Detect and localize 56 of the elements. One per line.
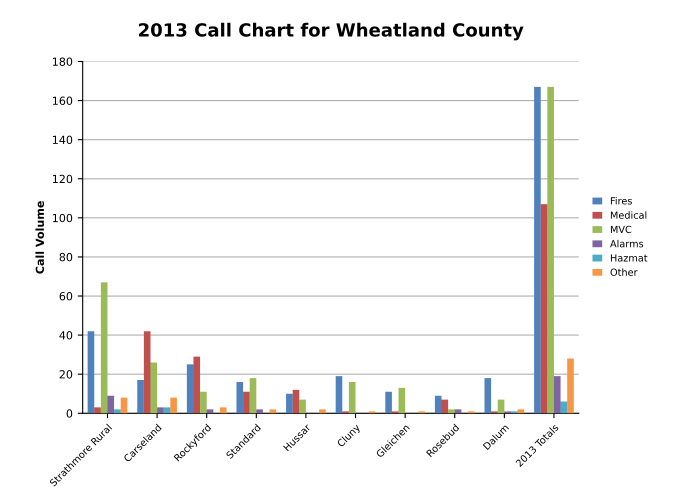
y-tick-label: 180 bbox=[52, 57, 72, 66]
bar bbox=[170, 398, 177, 414]
bar bbox=[193, 356, 200, 414]
y-tick-label: 160 bbox=[52, 96, 72, 105]
legend-label: Medical bbox=[610, 211, 646, 219]
bar bbox=[236, 382, 244, 414]
bar bbox=[319, 409, 326, 414]
bar bbox=[220, 407, 227, 414]
bar bbox=[554, 376, 561, 414]
legend-label: Alarms bbox=[610, 240, 644, 248]
bar bbox=[137, 380, 144, 414]
bar bbox=[200, 392, 207, 414]
legend-label: Fires bbox=[610, 197, 632, 205]
bar bbox=[243, 392, 250, 414]
bar bbox=[398, 388, 406, 414]
bar bbox=[385, 392, 392, 414]
bar bbox=[442, 400, 448, 414]
bar bbox=[164, 407, 170, 414]
bar bbox=[100, 282, 108, 414]
y-tick-label: 20 bbox=[60, 370, 72, 379]
legend-label: MVC bbox=[610, 226, 632, 234]
bar bbox=[250, 378, 256, 414]
legend-label: Other bbox=[610, 268, 638, 276]
y-tick-label: 140 bbox=[52, 136, 72, 144]
y-tick-label: 40 bbox=[59, 331, 72, 340]
bar bbox=[120, 398, 128, 414]
bar bbox=[107, 396, 114, 414]
bar bbox=[157, 407, 164, 414]
bar bbox=[150, 362, 158, 414]
bar bbox=[454, 409, 462, 414]
bar bbox=[94, 407, 101, 414]
bar bbox=[560, 402, 568, 414]
bar bbox=[498, 400, 504, 414]
y-tick-label: 60 bbox=[60, 292, 72, 300]
bar bbox=[540, 204, 548, 414]
bar bbox=[88, 331, 94, 414]
y-axis-title: Call Volume bbox=[35, 201, 44, 274]
bar bbox=[534, 86, 541, 414]
y-tick-label: 100 bbox=[52, 214, 72, 222]
bar bbox=[286, 394, 293, 414]
y-tick-label: 0 bbox=[66, 409, 72, 418]
bar bbox=[547, 86, 554, 414]
bar bbox=[434, 396, 442, 414]
bar bbox=[336, 376, 342, 414]
bar bbox=[144, 331, 150, 414]
bar bbox=[206, 409, 214, 414]
y-tick-label: 80 bbox=[60, 252, 72, 262]
bar bbox=[299, 400, 306, 414]
legend-label: Hazmat bbox=[610, 254, 648, 262]
bar bbox=[186, 364, 194, 414]
chart-title: 2013 Call Chart for Wheatland County bbox=[139, 22, 524, 40]
bar bbox=[292, 390, 300, 414]
bar bbox=[348, 382, 356, 414]
y-tick-label: 120 bbox=[52, 174, 72, 184]
bar bbox=[567, 358, 574, 414]
bar bbox=[484, 378, 492, 414]
